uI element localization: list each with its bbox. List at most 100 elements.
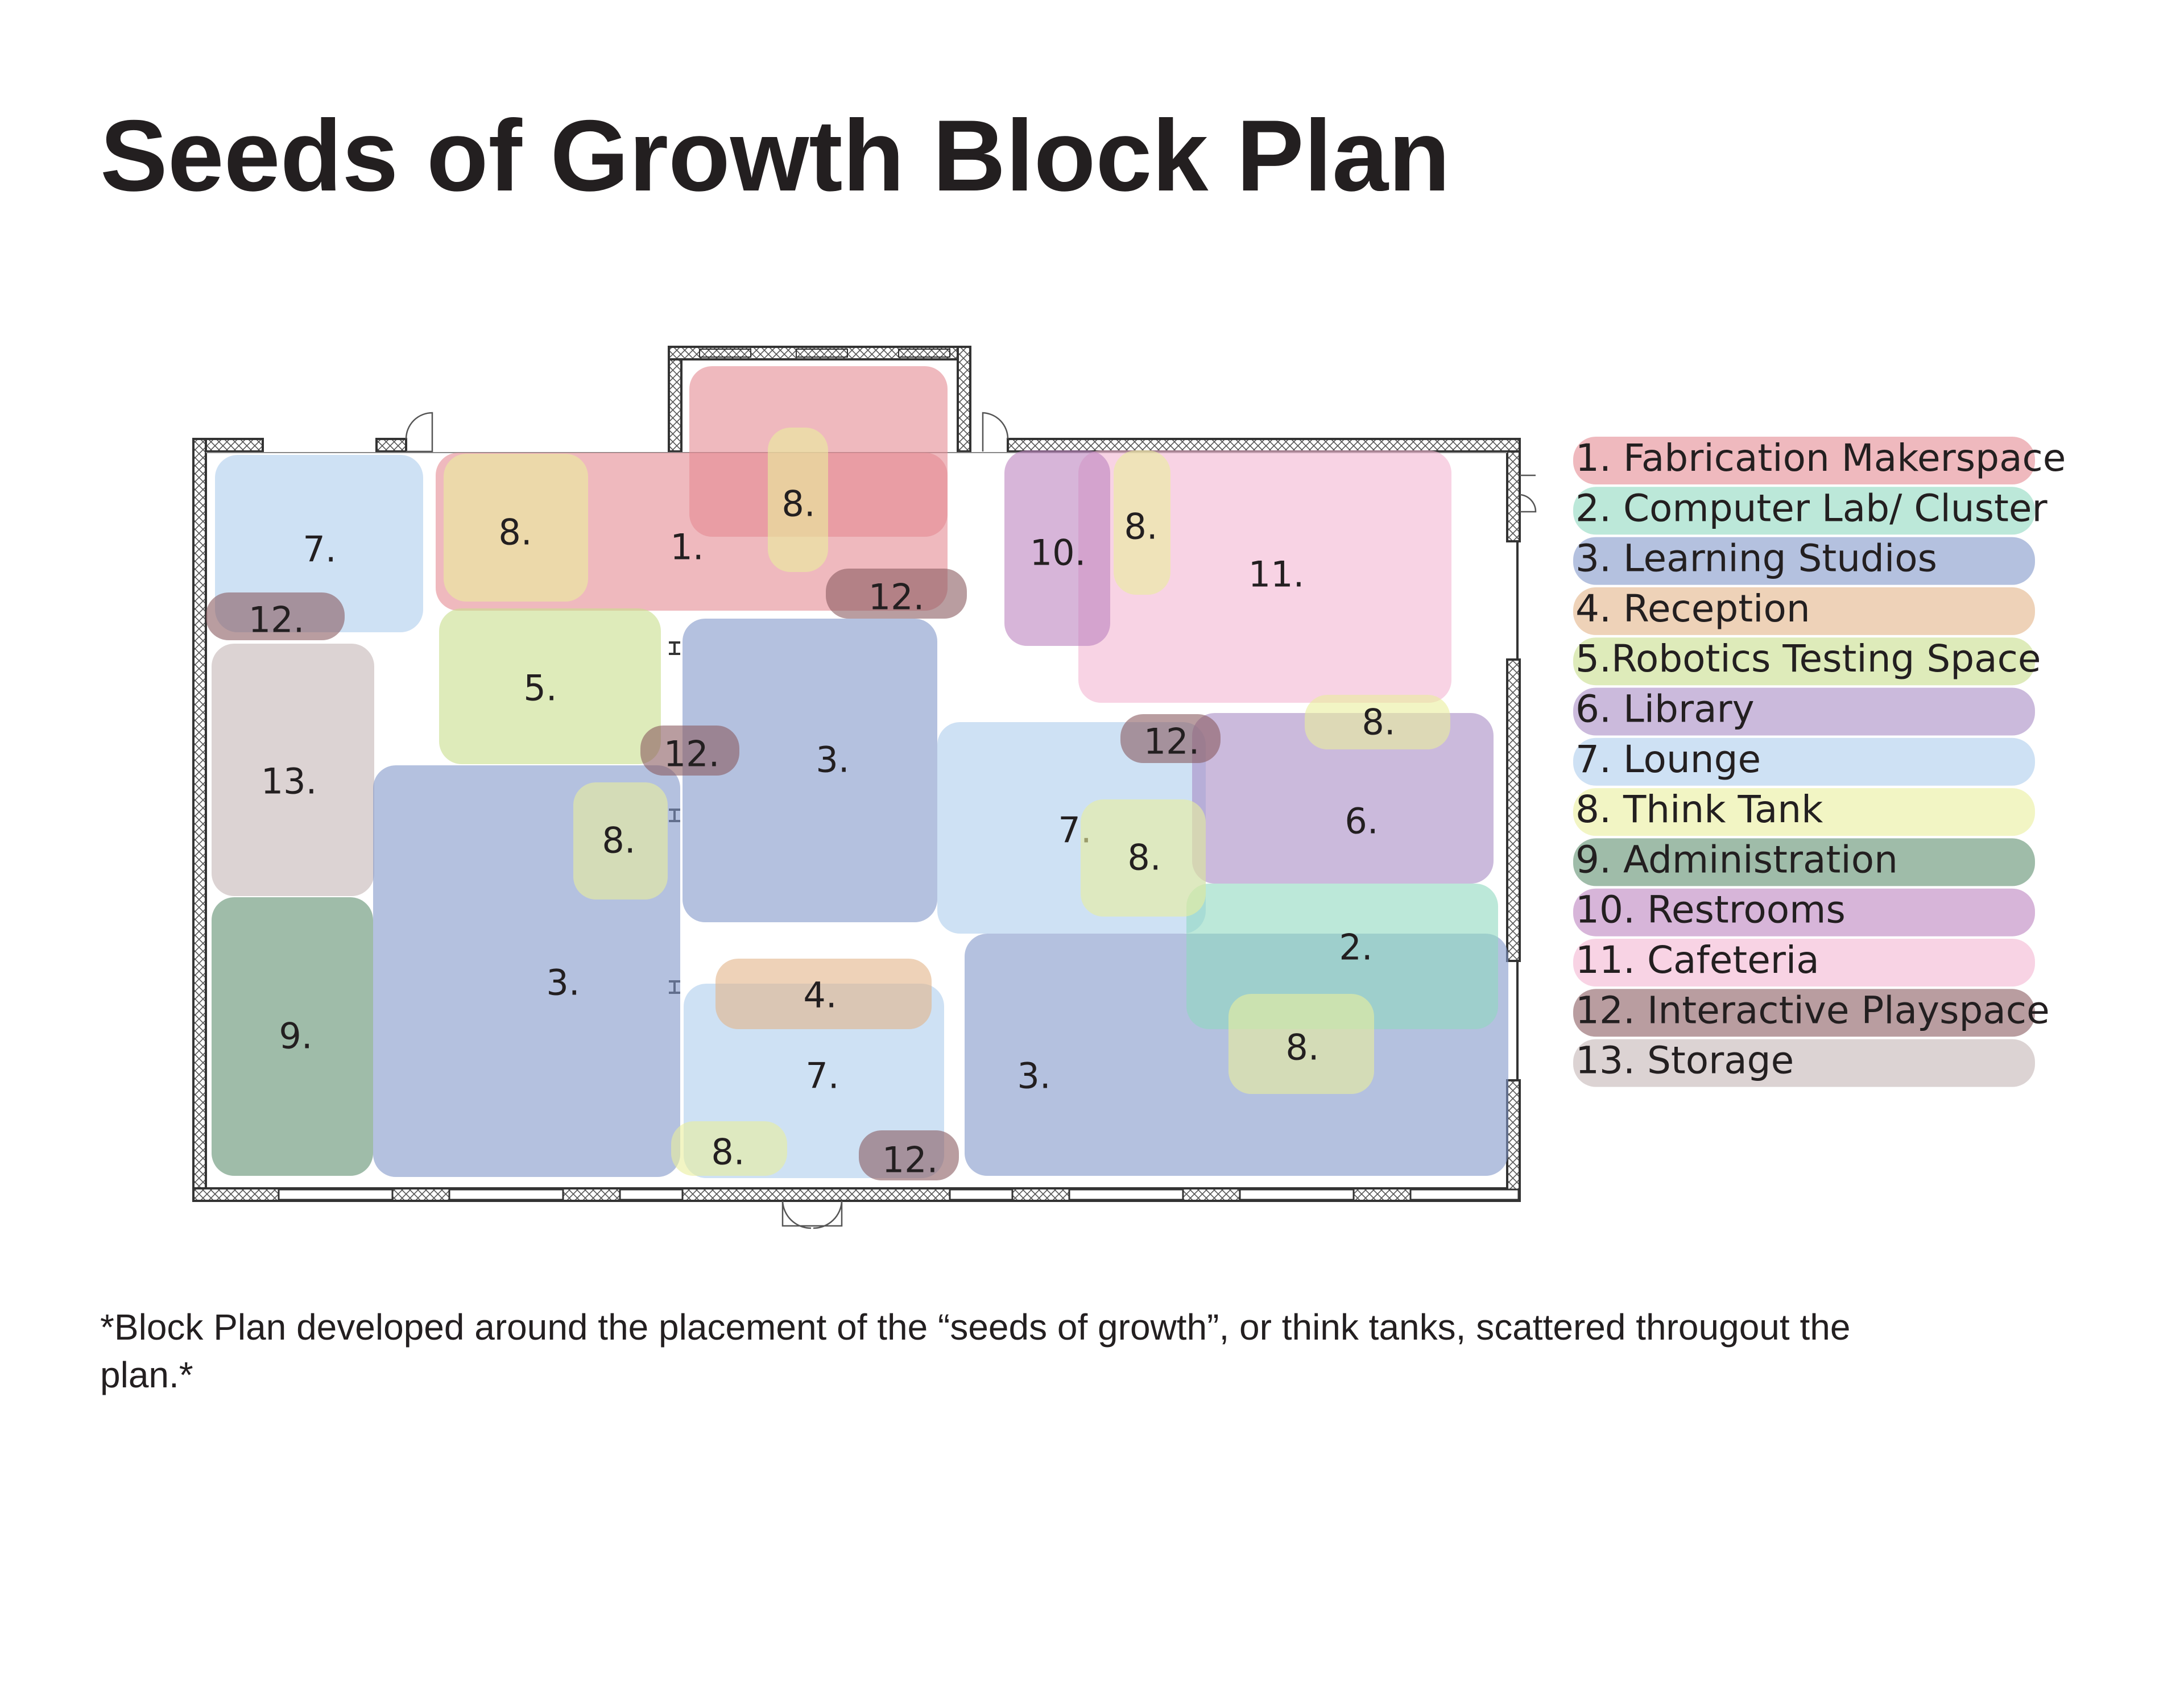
legend-label: 1. Fabrication Makerspace <box>1575 436 2066 480</box>
legend-label: 6. Library <box>1575 687 1755 731</box>
think-tank-zone: 8. <box>444 454 588 602</box>
zone-block <box>1078 450 1451 703</box>
zone-label: 10. <box>1030 532 1086 574</box>
wall-bump-east <box>957 346 971 453</box>
legend-label: 10. Restrooms <box>1575 888 1846 932</box>
legend-swatch <box>1573 737 2035 786</box>
zone-block <box>212 897 373 1176</box>
zone-block <box>573 782 668 900</box>
door-south-main <box>781 1200 843 1229</box>
page-title: Seeds of Growth Block Plan <box>100 99 1450 212</box>
window-south-4 <box>949 1188 1014 1201</box>
legend-item-storage: 13. Storage <box>1573 1039 2035 1087</box>
legend-label: 5.Robotics Testing Space <box>1575 637 2041 681</box>
zone-block <box>1120 714 1221 763</box>
interactive-playspace-zone: 12. <box>826 569 967 619</box>
zone-label: 7. <box>805 1055 839 1097</box>
wall-east-mid <box>1506 658 1521 962</box>
zone-block <box>640 726 739 776</box>
legend-label: 8. Think Tank <box>1575 787 1823 831</box>
legend-swatch <box>1573 788 2035 836</box>
legend-swatch <box>1573 1039 2035 1087</box>
door-marker-1 <box>669 641 680 655</box>
legend-swatch <box>1573 989 2035 1037</box>
zone-label: 3. <box>1017 1055 1050 1097</box>
cafeteria-zone: 11. <box>1078 450 1451 703</box>
think-tank-zone: 8. <box>671 1121 787 1176</box>
footnote-line-2: plan.* <box>100 1354 193 1395</box>
zone-block <box>826 569 967 619</box>
robotics-testing-zone: 5. <box>439 608 661 764</box>
legend-item-reception: 4. Reception <box>1573 587 2035 635</box>
door-north-right <box>982 412 1009 451</box>
zones-layer: 1.7.13.9.5.3.3.7.3.7.11.10.6.2.4.8.8.8.8… <box>206 366 1508 1181</box>
interactive-playspace-zone: 12. <box>206 592 345 641</box>
door-north-left <box>405 412 433 453</box>
legend-item-library: 6. Library <box>1573 687 2035 736</box>
legend-swatch <box>1573 637 2035 686</box>
storage-zone: 13. <box>212 644 374 896</box>
legend-item-computer-lab: 2. Computer Lab/ Cluster <box>1573 486 2048 535</box>
zone-label: 8. <box>1124 506 1157 548</box>
window-south-3 <box>619 1188 684 1201</box>
legend-label: 2. Computer Lab/ Cluster <box>1575 486 2048 530</box>
window-bump-2 <box>796 349 848 358</box>
think-tank-zone: 8. <box>1081 799 1206 917</box>
legend-swatch <box>1573 939 2035 986</box>
zone-block <box>212 644 374 896</box>
zone-label: 13. <box>261 761 317 802</box>
window-south-7 <box>1409 1188 1520 1201</box>
zone-label: 11. <box>1248 554 1305 595</box>
legend: 1. Fabrication Makerspace 2. Computer Lab… <box>1573 436 2066 1087</box>
zone-label: 7. <box>303 529 336 570</box>
window-south-6 <box>1239 1188 1355 1201</box>
wall-east-upper <box>1506 438 1521 542</box>
zone-block <box>682 619 937 922</box>
zone-block <box>671 1121 787 1176</box>
legend-label: 12. Interactive Playspace <box>1575 988 2050 1032</box>
interactive-playspace-zone: 12. <box>1120 714 1221 763</box>
legend-label: 4. Reception <box>1575 587 1810 631</box>
footnote-line-1: *Block Plan developed around the placeme… <box>100 1307 1850 1348</box>
legend-label: 9. Administration <box>1575 838 1898 881</box>
zone-label: 2. <box>1339 927 1372 968</box>
zone-label: 5. <box>523 668 557 709</box>
think-tank-zone: 8. <box>1305 695 1450 749</box>
zone-label: 6. <box>1345 801 1378 842</box>
zone-block <box>1114 450 1170 595</box>
zone-label: 8. <box>781 483 815 525</box>
legend-item-robotics-testing: 5.Robotics Testing Space <box>1573 637 2041 686</box>
legend-item-cafeteria: 11. Cafeteria <box>1573 938 2035 986</box>
zone-label: 12. <box>882 1139 938 1181</box>
legend-label: 13. Storage <box>1575 1039 1794 1083</box>
window-south-1 <box>278 1188 394 1201</box>
legend-item-interactive-playspace: 12. Interactive Playspace <box>1573 988 2050 1037</box>
zone-label: 1. <box>670 527 704 568</box>
library-zone: 6. <box>1192 713 1494 884</box>
wall-north-mid <box>375 438 407 453</box>
legend-swatch <box>1573 687 2035 736</box>
legend-item-learning-studio: 3. Learning Studios <box>1573 537 2035 585</box>
zone-label: 12. <box>664 733 720 775</box>
interactive-playspace-zone: 12. <box>859 1130 959 1181</box>
legend-swatch <box>1573 587 2035 635</box>
door-east <box>1519 474 1537 513</box>
wall-north-right <box>1007 438 1521 453</box>
zone-label: 8. <box>498 512 532 553</box>
zone-block <box>859 1130 959 1180</box>
zone-block <box>768 428 828 572</box>
administration-zone: 9. <box>212 897 373 1176</box>
reception-zone: 4. <box>715 959 932 1029</box>
zone-label: 3. <box>816 739 849 781</box>
think-tank-zone: 8. <box>768 428 828 572</box>
interactive-playspace-zone: 12. <box>640 726 739 776</box>
legend-label: 3. Learning Studios <box>1575 537 1937 581</box>
window-south-2 <box>448 1188 564 1201</box>
zone-block <box>206 592 345 640</box>
legend-swatch <box>1573 437 2035 484</box>
wall-east-lower <box>1506 1079 1521 1202</box>
legend-swatch <box>1573 487 2035 535</box>
zone-label: 12. <box>1144 721 1200 762</box>
floor-plan-walls <box>192 346 1521 1202</box>
